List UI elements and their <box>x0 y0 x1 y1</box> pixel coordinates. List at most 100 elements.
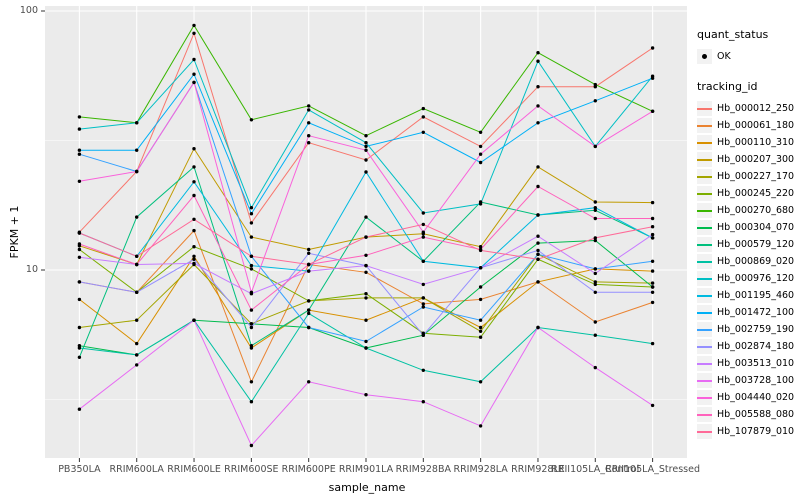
data-point <box>192 180 196 184</box>
data-point <box>478 318 483 322</box>
data-point <box>536 252 540 256</box>
data-point <box>77 127 82 131</box>
data-point <box>249 221 254 225</box>
legend-item-Hb_000227_170: Hb_000227_170 <box>697 169 797 184</box>
data-point <box>536 184 540 189</box>
data-point <box>77 152 82 156</box>
data-point <box>364 144 368 149</box>
data-point <box>192 80 196 85</box>
legend-key-line-icon <box>697 118 712 133</box>
data-point <box>421 282 425 287</box>
black-point-icon <box>702 54 707 59</box>
data-point <box>478 424 483 428</box>
data-point <box>192 165 196 169</box>
data-point <box>307 299 311 303</box>
data-point <box>192 261 196 266</box>
data-point <box>135 341 139 346</box>
legend-item-Hb_000110_310: Hb_000110_310 <box>697 135 797 150</box>
ok-key-box <box>697 49 712 64</box>
legend-item-label: Hb_003513_010 <box>717 358 795 369</box>
data-point <box>593 216 597 221</box>
data-point <box>135 148 139 152</box>
legend-item-Hb_000579_120: Hb_000579_120 <box>697 237 797 252</box>
data-point <box>364 215 368 219</box>
data-point <box>478 297 483 302</box>
data-point <box>593 82 597 87</box>
data-point <box>478 160 483 165</box>
data-point <box>77 255 82 259</box>
data-point <box>135 353 139 357</box>
legend-item-Hb_000245_220: Hb_000245_220 <box>697 186 797 201</box>
data-point <box>421 296 425 300</box>
data-point <box>307 121 311 125</box>
data-point <box>192 318 196 322</box>
legend-item-label: Hb_000976_120 <box>717 273 795 284</box>
data-point <box>77 280 82 284</box>
data-point <box>536 85 540 89</box>
legend-item-label: Hb_000207_300 <box>717 154 795 165</box>
data-point <box>650 269 655 273</box>
data-point <box>307 134 311 138</box>
legend-item-Hb_003513_010: Hb_003513_010 <box>697 356 797 371</box>
data-point <box>135 290 139 294</box>
x-tick-label: PB350LA <box>58 464 101 475</box>
legend-item-label: Hb_002874_180 <box>717 341 795 352</box>
data-point <box>192 147 196 151</box>
data-point <box>593 206 597 210</box>
data-point <box>536 59 540 63</box>
data-point <box>135 318 139 322</box>
data-point <box>192 228 196 233</box>
data-point <box>307 311 311 316</box>
legend-item-Hb_001195_460: Hb_001195_460 <box>697 288 797 303</box>
data-point <box>364 318 368 322</box>
data-point <box>364 346 368 350</box>
data-point <box>421 302 425 306</box>
legend-item-label: Hb_004440_020 <box>717 392 795 403</box>
data-point <box>536 241 540 245</box>
data-point <box>192 72 196 76</box>
legend-item-label: Hb_000245_220 <box>717 188 795 199</box>
legend-title-tracking-id: tracking_id <box>697 80 758 93</box>
data-point <box>249 118 254 122</box>
x-tick-label: RRIM600PE <box>281 464 336 475</box>
data-point <box>249 206 254 210</box>
legend-item-ok: OK <box>697 49 797 64</box>
data-point <box>364 339 368 344</box>
data-point <box>650 285 655 289</box>
data-point <box>307 308 311 312</box>
data-point <box>307 251 311 255</box>
legend-item-Hb_003728_100: Hb_003728_100 <box>697 373 797 388</box>
data-point <box>307 104 311 108</box>
x-tick-label: RRIM928LA <box>453 464 508 475</box>
legend-item-Hb_004440_020: Hb_004440_020 <box>697 390 797 405</box>
data-point <box>135 254 139 258</box>
data-point <box>421 400 425 404</box>
legend: quant_status OK tracking_id Hb_000012_25… <box>697 28 797 441</box>
data-point <box>650 341 655 346</box>
data-point <box>421 211 425 215</box>
data-point <box>593 99 597 103</box>
data-point <box>192 245 196 249</box>
x-tick-label: RRIM928LE <box>511 464 565 475</box>
data-point <box>307 380 311 384</box>
legend-item-label: Hb_005588_080 <box>717 409 795 420</box>
legend-item-Hb_005588_080: Hb_005588_080 <box>697 407 797 422</box>
data-point <box>135 363 139 367</box>
data-point <box>536 280 540 284</box>
data-point <box>192 217 196 221</box>
legend-item-label: Hb_000304_070 <box>717 222 795 233</box>
data-point <box>478 380 483 384</box>
data-point <box>421 305 425 309</box>
data-point <box>364 235 368 239</box>
data-point <box>249 254 254 258</box>
data-point <box>307 269 311 273</box>
legend-key-line-icon <box>697 271 712 286</box>
legend-key-line-icon <box>697 186 712 201</box>
legend-item-label: Hb_000110_310 <box>717 137 795 148</box>
data-point <box>650 403 655 408</box>
data-point <box>650 290 655 294</box>
legend-item-Hb_000270_680: Hb_000270_680 <box>697 203 797 218</box>
x-tick-label: RRII105LA_Stressed <box>605 464 700 475</box>
legend-item-label: Hb_002759_190 <box>717 324 795 335</box>
